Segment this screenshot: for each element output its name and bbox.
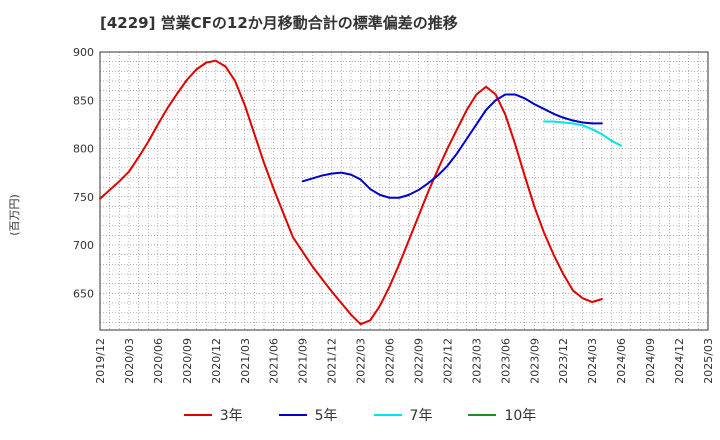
x-tick-label: 2022/12	[441, 338, 454, 384]
x-tick-label: 2021/09	[297, 338, 310, 384]
legend-item: 3年	[183, 405, 243, 425]
y-tick-label: 700	[73, 239, 94, 252]
y-tick-label: 850	[73, 94, 94, 107]
legend-item: 10年	[468, 405, 536, 425]
legend-label: 7年	[409, 408, 433, 424]
x-tick-label: 2025/03	[702, 338, 715, 384]
legend-label: 5年	[314, 408, 338, 424]
x-tick-label: 2022/06	[384, 338, 397, 384]
x-tick-label: 2023/09	[528, 338, 541, 384]
legend-label: 3年	[219, 408, 243, 424]
x-tick-label: 2020/12	[210, 338, 223, 384]
chart-title: [4229] 営業CFの12か月移動合計の標準偏差の推移	[100, 14, 458, 32]
x-tick-label: 2024/06	[615, 338, 628, 384]
x-tick-label: 2022/03	[355, 338, 368, 384]
legend-item: 7年	[373, 405, 433, 425]
legend-swatch	[278, 414, 307, 416]
legend-item: 5年	[278, 405, 338, 425]
x-tick-label: 2022/09	[412, 338, 425, 384]
chart-legend: 3年 5年 7年 10年	[0, 402, 720, 428]
x-tick-label: 2020/09	[181, 338, 194, 384]
plot-frame	[99, 51, 709, 331]
legend-label: 10年	[504, 408, 537, 424]
x-tick-label: 2020/03	[123, 338, 136, 384]
y-tick-label: 900	[73, 46, 94, 59]
legend-swatch	[183, 414, 212, 416]
legend-swatch	[468, 414, 497, 416]
series-line	[301, 93, 603, 199]
x-tick-label: 2024/03	[586, 338, 599, 384]
x-tick-label: 2023/03	[470, 338, 483, 384]
y-tick-label: 750	[73, 191, 94, 204]
x-tick-label: 2020/06	[152, 338, 165, 384]
x-tick-label: 2024/12	[673, 338, 686, 384]
y-tick-label: 650	[73, 287, 94, 300]
x-tick-label: 2023/12	[557, 338, 570, 384]
y-tick-label: 800	[73, 143, 94, 156]
series-line	[99, 59, 603, 326]
x-tick-label: 2021/12	[326, 338, 339, 384]
legend-swatch	[373, 414, 402, 416]
series-line	[542, 120, 623, 147]
x-tick-label: 2021/06	[268, 338, 281, 384]
x-tick-label: 2021/03	[239, 338, 252, 384]
x-tick-label: 2023/06	[499, 338, 512, 384]
x-tick-label: 2019/12	[94, 338, 107, 384]
x-tick-label: 2024/09	[644, 338, 657, 384]
plot-area	[100, 52, 708, 330]
